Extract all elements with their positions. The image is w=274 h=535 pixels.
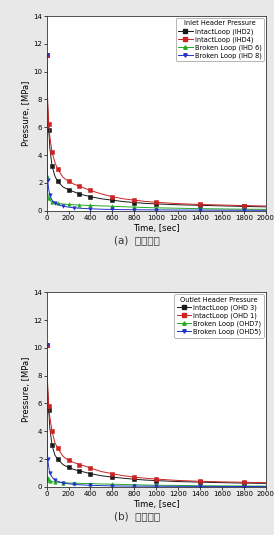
Y-axis label: Pressure, [MPa]: Pressure, [MPa]: [22, 81, 31, 146]
X-axis label: Time, [sec]: Time, [sec]: [133, 500, 179, 509]
Text: (b)  출구모관: (b) 출구모관: [114, 511, 160, 521]
Y-axis label: Pressure, [MPa]: Pressure, [MPa]: [22, 357, 31, 422]
X-axis label: Time, [sec]: Time, [sec]: [133, 224, 179, 233]
Legend: IntactLoop (OHD 3), IntactLoop (OHD 1), Broken Loop (OHD7), Broken Loop (OHD5): IntactLoop (OHD 3), IntactLoop (OHD 1), …: [174, 294, 264, 338]
Text: (a)  입구모관: (a) 입구모관: [114, 235, 160, 245]
Legend: IntactLoop (IHD2), IntactLoop (IHD4), Broken Loop (IHD 6), Broken Loop (IHD 8): IntactLoop (IHD2), IntactLoop (IHD4), Br…: [176, 18, 264, 62]
